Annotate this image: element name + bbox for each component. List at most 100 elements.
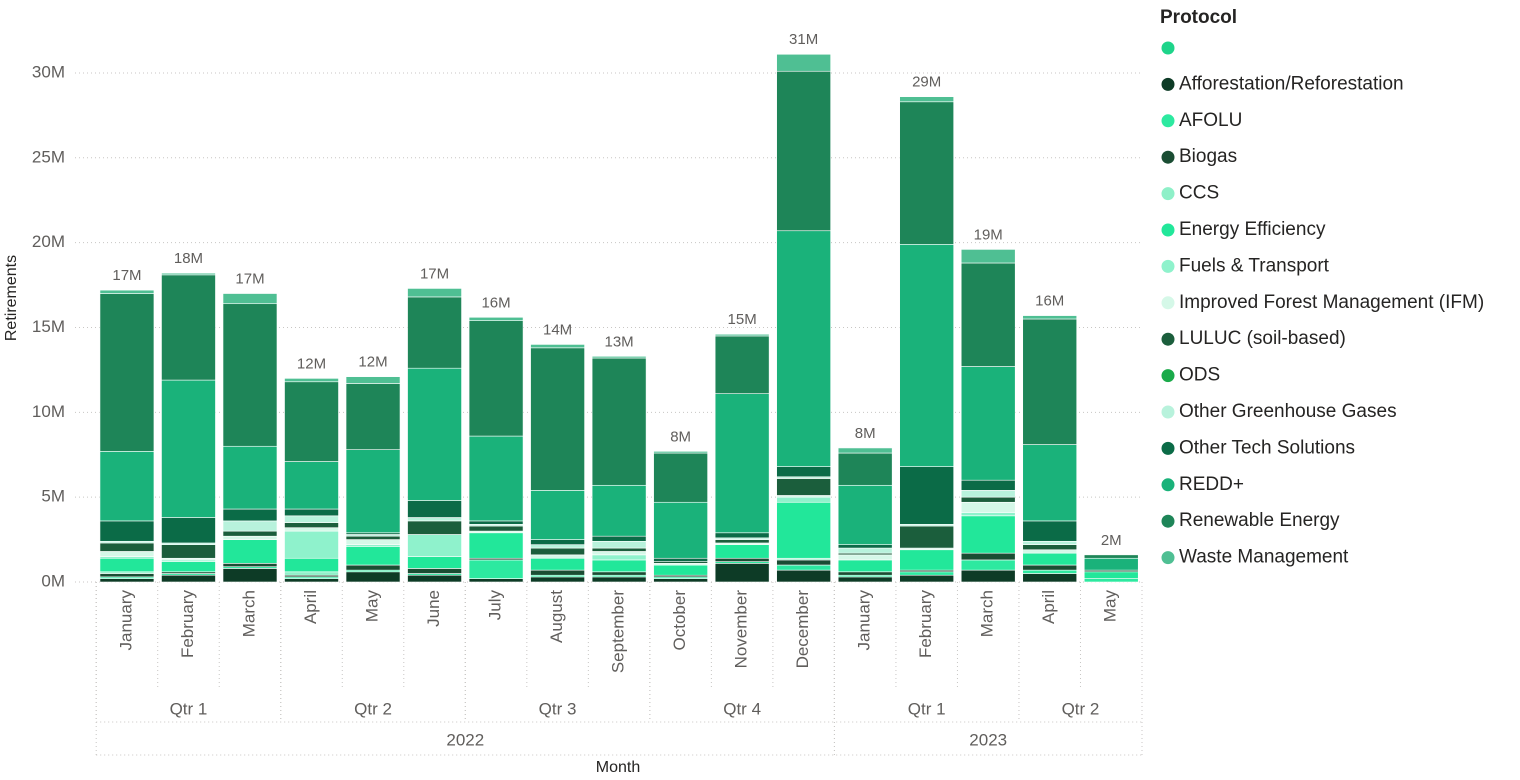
bar-segment [407, 288, 462, 298]
bar-segment [899, 96, 954, 103]
x-tick-label: January [116, 590, 135, 651]
legend-marker [1161, 223, 1175, 237]
bar-segment [345, 383, 401, 450]
bar-segment [284, 530, 339, 559]
quarters-label: Qtr 2 [1062, 699, 1100, 718]
total-label: 17M [235, 271, 264, 288]
total-label: 16M [1035, 293, 1064, 310]
bar-segment [714, 544, 770, 559]
years-label: 2022 [446, 730, 484, 749]
total-label: 8M [670, 428, 691, 445]
x-tick-label: September [609, 590, 628, 673]
bar-segment [899, 571, 954, 576]
bar-segment [284, 557, 339, 573]
total-label: 17M [112, 267, 141, 284]
legend-marker [1161, 551, 1175, 565]
legend-marker [1161, 77, 1175, 91]
bar-segment [161, 517, 216, 544]
x-tick-label: October [670, 590, 689, 651]
bar-segment [960, 569, 1016, 583]
total-label: 12M [297, 355, 326, 372]
bar-segment [284, 515, 339, 523]
x-tick-label: January [855, 590, 874, 651]
bar-segment [960, 552, 1016, 561]
bar-segment [837, 547, 893, 554]
bar-segment [161, 544, 216, 559]
bar-segment [99, 542, 155, 552]
bar-segment [776, 478, 831, 496]
bar-segment [161, 274, 216, 381]
bar-segment [776, 569, 831, 583]
bar-segment [284, 508, 339, 517]
bar-segment [222, 539, 278, 564]
legend-marker [1161, 150, 1175, 164]
bar-segment [591, 535, 647, 542]
bar-segment [530, 547, 585, 556]
bar-segment [1022, 540, 1078, 545]
bar-segment [1022, 549, 1078, 554]
bar-segment [161, 272, 216, 276]
legend-label: Energy Efficiency [1179, 219, 1326, 240]
y-tick-label: 25M [32, 147, 65, 166]
bar-segment [776, 501, 831, 559]
bar-segment [284, 527, 339, 532]
bar-segment [837, 484, 893, 545]
bar-segment [99, 289, 155, 294]
bar-segment [960, 496, 1016, 503]
bar-segment [222, 293, 278, 305]
x-tick-label: May [363, 590, 382, 623]
bar-segment [468, 525, 524, 532]
bar-segment [1022, 569, 1078, 574]
legend-label: Other Greenhouse Gases [1179, 401, 1397, 422]
bar-segment [960, 512, 1016, 517]
bar-segment [776, 466, 831, 478]
legend-marker [1161, 114, 1175, 128]
bar-segment [407, 296, 462, 369]
bar-segment [1083, 578, 1139, 583]
bar-segment [530, 544, 585, 549]
bar-segment [1022, 564, 1078, 571]
bar-segment [591, 357, 647, 486]
bar-segment [960, 490, 1016, 498]
bar-segment [1022, 444, 1078, 522]
bar-segment [468, 532, 524, 559]
bar-segment [591, 559, 647, 573]
legend-label: ODS [1179, 365, 1220, 386]
bar-segment [1022, 544, 1078, 551]
bar-segment [345, 564, 401, 571]
bar-segment [1022, 315, 1078, 320]
bar-segment [653, 452, 708, 503]
quarters-label: Qtr 3 [539, 699, 577, 718]
bar-segment [837, 571, 893, 576]
bar-segment [161, 379, 216, 518]
bar-segment [530, 347, 585, 491]
bar-segment [468, 578, 524, 583]
bar-segment [591, 571, 647, 576]
legend-label: Renewable Energy [1179, 510, 1340, 531]
bar-segment [960, 366, 1016, 481]
legend-label: CCS [1179, 183, 1219, 204]
bar-segment [222, 508, 278, 522]
legend-label: LULUC (soil-based) [1179, 328, 1346, 349]
x-tick-label: June [424, 590, 443, 627]
x-tick-label: March [239, 590, 258, 637]
legend-marker [1161, 296, 1175, 310]
legend-label: Fuels & Transport [1179, 255, 1330, 276]
bar-segment [714, 335, 770, 394]
bar-segment [776, 564, 831, 571]
bar-segment [1022, 552, 1078, 566]
legend-label: Biogas [1179, 146, 1237, 167]
bar-segment [468, 435, 524, 522]
legend-label: AFOLU [1179, 110, 1242, 131]
bar-segment [530, 569, 585, 576]
x-tick-label: November [732, 590, 751, 669]
x-tick-label: July [486, 590, 505, 621]
bar-segment [1022, 520, 1078, 542]
bar-segment [284, 461, 339, 510]
x-tick-label: May [1101, 590, 1120, 623]
x-axis-title: Month [596, 759, 640, 776]
bar-segment [714, 532, 770, 539]
bar-segment [468, 520, 524, 525]
y-tick-label: 0M [41, 571, 65, 590]
